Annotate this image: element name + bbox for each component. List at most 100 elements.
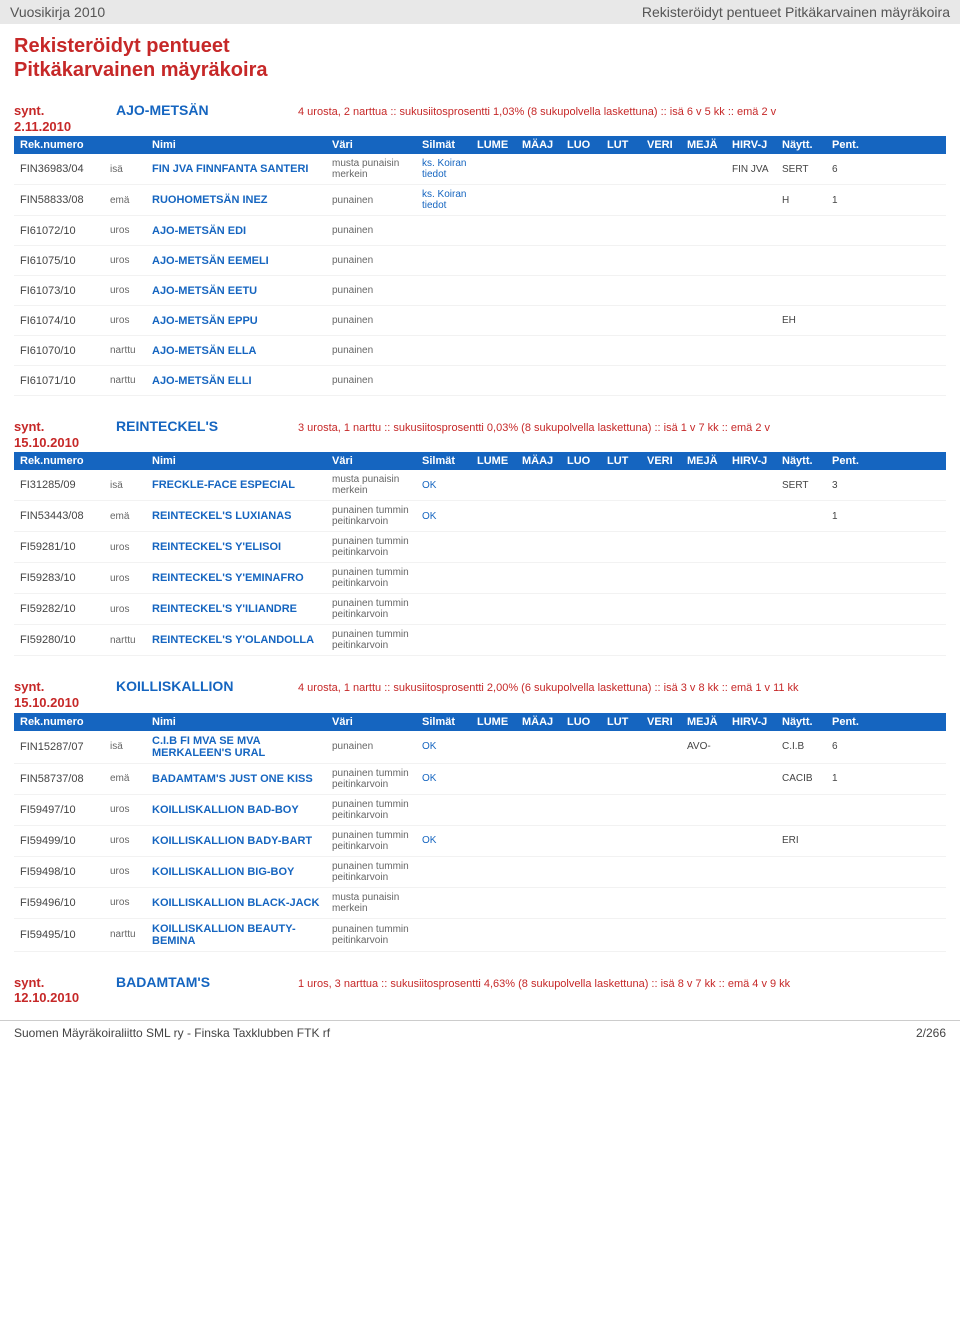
- col-header: Näytt.: [782, 455, 832, 467]
- synt-date: synt.12.10.2010: [14, 975, 94, 1006]
- dog-name[interactable]: BADAMTAM'S JUST ONE KISS: [152, 773, 332, 785]
- dog-name[interactable]: REINTECKEL'S Y'ILIANDRE: [152, 603, 332, 615]
- table-row: FIN53443/08emäREINTECKEL'S LUXIANASpunai…: [14, 501, 946, 532]
- kennel-name[interactable]: AJO-METSÄN: [116, 102, 276, 118]
- color: punainen: [332, 255, 422, 266]
- silmat[interactable]: ks. Koiran tiedot: [422, 158, 477, 180]
- silmat[interactable]: OK: [422, 835, 477, 846]
- color: punainen tummin peitinkarvoin: [332, 768, 422, 790]
- dog-name[interactable]: AJO-METSÄN ELLI: [152, 375, 332, 387]
- table-row: FI61070/10narttuAJO-METSÄN ELLApunainen: [14, 336, 946, 366]
- title-line1: Rekisteröidyt pentueet: [14, 34, 946, 58]
- pent: 6: [832, 741, 872, 752]
- table-row: FI59498/10urosKOILLISKALLION BIG-BOYpuna…: [14, 857, 946, 888]
- reg-number: FI59498/10: [20, 866, 110, 878]
- reg-number: FIN53443/08: [20, 510, 110, 522]
- dog-name[interactable]: KOILLISKALLION BEAUTY-BEMINA: [152, 923, 332, 947]
- section-header: synt.15.10.2010 REINTECKEL'S 3 urosta, 1 n…: [14, 404, 946, 452]
- silmat[interactable]: OK: [422, 511, 477, 522]
- silmat[interactable]: ks. Koiran tiedot: [422, 189, 477, 211]
- col-header: LUT: [607, 139, 647, 151]
- col-header: [110, 455, 152, 467]
- title-line2: Pitkäkarvainen mäyräkoira: [14, 58, 946, 82]
- dog-name[interactable]: C.I.B FI MVA SE MVA MERKALEEN'S URAL: [152, 735, 332, 759]
- dog-name[interactable]: AJO-METSÄN EETU: [152, 285, 332, 297]
- table-row: FI61071/10narttuAJO-METSÄN ELLIpunainen: [14, 366, 946, 396]
- col-header: Pent.: [832, 716, 872, 728]
- section-header: synt.12.10.2010 BADAMTAM'S 1 uros, 3 nartt…: [14, 960, 946, 1008]
- reg-number: FI59495/10: [20, 929, 110, 941]
- dog-name[interactable]: KOILLISKALLION BADY-BART: [152, 835, 332, 847]
- kennel-name[interactable]: BADAMTAM'S: [116, 974, 276, 990]
- dog-name[interactable]: AJO-METSÄN EPPU: [152, 315, 332, 327]
- dog-name[interactable]: KOILLISKALLION BIG-BOY: [152, 866, 332, 878]
- kennel-name[interactable]: REINTECKEL'S: [116, 418, 276, 434]
- litter-info: 4 urosta, 1 narttu :: sukusiitosprosentt…: [298, 681, 799, 695]
- table-row: FI59495/10narttuKOILLISKALLION BEAUTY-BE…: [14, 919, 946, 952]
- role: narttu: [110, 929, 152, 940]
- dog-name[interactable]: FIN JVA FINNFANTA SANTERI: [152, 163, 332, 175]
- dog-name[interactable]: REINTECKEL'S Y'EMINAFRO: [152, 572, 332, 584]
- col-header: MÄAJ: [522, 455, 567, 467]
- color: punainen tummin peitinkarvoin: [332, 536, 422, 558]
- table-row: FI59281/10urosREINTECKEL'S Y'ELISOIpunai…: [14, 532, 946, 563]
- section-header: synt.15.10.2010KOILLISKALLION4 urosta, 1…: [14, 664, 946, 712]
- color: punainen: [332, 285, 422, 296]
- dog-name[interactable]: KOILLISKALLION BLACK-JACK: [152, 897, 332, 909]
- synt-date: synt.2.11.2010: [14, 103, 94, 134]
- role: uros: [110, 255, 152, 266]
- dog-name[interactable]: REINTECKEL'S Y'ELISOI: [152, 541, 332, 553]
- header-left: Vuosikirja 2010: [10, 4, 105, 20]
- dog-name[interactable]: AJO-METSÄN ELLA: [152, 345, 332, 357]
- role: uros: [110, 315, 152, 326]
- reg-number: FI31285/09: [20, 479, 110, 491]
- color: punainen: [332, 225, 422, 236]
- dog-name[interactable]: KOILLISKALLION BAD-BOY: [152, 804, 332, 816]
- reg-number: FI59282/10: [20, 603, 110, 615]
- role: isä: [110, 741, 152, 752]
- naytt: H: [782, 195, 832, 206]
- table-row: FI61072/10urosAJO-METSÄN EDIpunainen: [14, 216, 946, 246]
- col-header: Rek.numero: [20, 139, 110, 151]
- col-header: LUT: [607, 455, 647, 467]
- role: uros: [110, 573, 152, 584]
- color: punainen tummin peitinkarvoin: [332, 924, 422, 946]
- reg-number: FI59496/10: [20, 897, 110, 909]
- silmat[interactable]: OK: [422, 741, 477, 752]
- col-header: VERI: [647, 716, 687, 728]
- col-header: MEJÄ: [687, 139, 732, 151]
- color: punainen tummin peitinkarvoin: [332, 598, 422, 620]
- col-header: [110, 716, 152, 728]
- col-header: LUME: [477, 716, 522, 728]
- page-header: Vuosikirja 2010 Rekisteröidyt pentueet P…: [0, 0, 960, 24]
- naytt: CACIB: [782, 773, 832, 784]
- kennel-name[interactable]: KOILLISKALLION: [116, 678, 276, 694]
- reg-number: FI59499/10: [20, 835, 110, 847]
- hirv-j: FIN JVA: [732, 164, 782, 175]
- table-row: FI31285/09isäFRECKLE-FACE ESPECIALmusta …: [14, 470, 946, 501]
- table-row: FIN36983/04isäFIN JVA FINNFANTA SANTERIm…: [14, 154, 946, 185]
- synt-date: synt.15.10.2010: [14, 419, 94, 450]
- dog-name[interactable]: RUOHOMETSÄN INEZ: [152, 194, 332, 206]
- litter-info: 1 uros, 3 narttua :: sukusiitosprosentti…: [298, 977, 790, 991]
- table-header: Rek.numeroNimiVäriSilmätLUMEMÄAJLUOLUTVE…: [14, 713, 946, 731]
- dog-name[interactable]: FRECKLE-FACE ESPECIAL: [152, 479, 332, 491]
- litter-section: synt.12.10.2010 BADAMTAM'S 1 uros, 3 nartt…: [14, 960, 946, 1008]
- dog-name[interactable]: REINTECKEL'S Y'OLANDOLLA: [152, 634, 332, 646]
- footer-right: 2/266: [916, 1026, 946, 1040]
- col-header: Näytt.: [782, 139, 832, 151]
- reg-number: FI61071/10: [20, 375, 110, 387]
- color: punainen: [332, 345, 422, 356]
- dog-name[interactable]: AJO-METSÄN EDI: [152, 225, 332, 237]
- silmat[interactable]: OK: [422, 773, 477, 784]
- role: isä: [110, 480, 152, 491]
- color: punainen tummin peitinkarvoin: [332, 799, 422, 821]
- col-header: MÄAJ: [522, 716, 567, 728]
- dog-name[interactable]: AJO-METSÄN EEMELI: [152, 255, 332, 267]
- pent: 1: [832, 773, 872, 784]
- col-header: MEJÄ: [687, 455, 732, 467]
- dog-name[interactable]: REINTECKEL'S LUXIANAS: [152, 510, 332, 522]
- col-header: Näytt.: [782, 716, 832, 728]
- silmat[interactable]: OK: [422, 480, 477, 491]
- litter-info: 3 urosta, 1 narttu :: sukusiitosprosentt…: [298, 421, 770, 435]
